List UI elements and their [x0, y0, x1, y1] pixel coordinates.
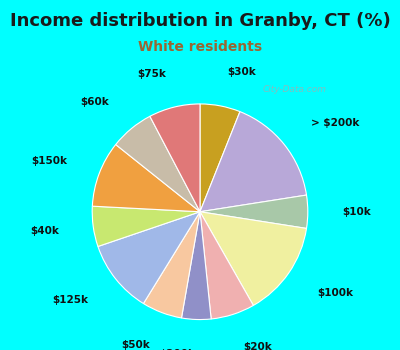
- Wedge shape: [92, 206, 200, 246]
- Text: White residents: White residents: [138, 40, 262, 54]
- Text: $10k: $10k: [342, 207, 371, 217]
- Wedge shape: [150, 104, 200, 212]
- Text: $100k: $100k: [317, 288, 353, 298]
- Text: $75k: $75k: [137, 69, 166, 79]
- Text: $40k: $40k: [30, 226, 59, 236]
- Text: $50k: $50k: [121, 340, 150, 350]
- Wedge shape: [92, 145, 200, 212]
- Text: $150k: $150k: [31, 156, 67, 166]
- Text: > $200k: > $200k: [311, 118, 360, 128]
- Text: $20k: $20k: [244, 342, 272, 350]
- Text: Income distribution in Granby, CT (%): Income distribution in Granby, CT (%): [10, 12, 390, 30]
- Wedge shape: [182, 212, 211, 320]
- Wedge shape: [200, 212, 253, 319]
- Text: $200k: $200k: [159, 349, 195, 350]
- Wedge shape: [200, 104, 240, 212]
- Text: $125k: $125k: [53, 295, 89, 306]
- Text: $60k: $60k: [81, 97, 109, 107]
- Text: $30k: $30k: [227, 67, 256, 77]
- Wedge shape: [200, 112, 306, 212]
- Wedge shape: [144, 212, 200, 318]
- Wedge shape: [98, 212, 200, 303]
- Text: City-Data.com: City-Data.com: [263, 85, 327, 94]
- Wedge shape: [200, 212, 306, 306]
- Wedge shape: [200, 195, 308, 229]
- Wedge shape: [116, 116, 200, 212]
